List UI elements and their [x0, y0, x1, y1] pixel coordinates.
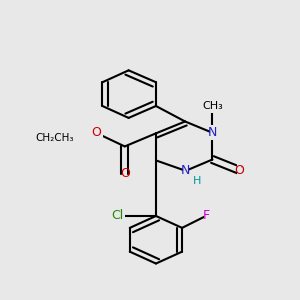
Text: O: O: [91, 126, 101, 139]
Bar: [199, 99, 226, 113]
Bar: [237, 163, 242, 178]
Text: H: H: [194, 176, 202, 186]
Bar: [5, 131, 103, 146]
Bar: [110, 208, 125, 224]
Text: CH₂CH₃: CH₂CH₃: [35, 133, 74, 143]
Text: F: F: [202, 209, 209, 223]
Text: N: N: [181, 164, 190, 177]
Text: Cl: Cl: [111, 209, 123, 223]
Bar: [210, 125, 214, 140]
Text: O: O: [120, 167, 130, 180]
Bar: [94, 125, 98, 140]
Bar: [122, 166, 127, 181]
Text: N: N: [208, 126, 217, 139]
Text: O: O: [234, 164, 244, 177]
Bar: [183, 164, 188, 178]
Text: CH₃: CH₃: [202, 101, 223, 111]
Bar: [204, 208, 208, 224]
Bar: [196, 174, 200, 189]
